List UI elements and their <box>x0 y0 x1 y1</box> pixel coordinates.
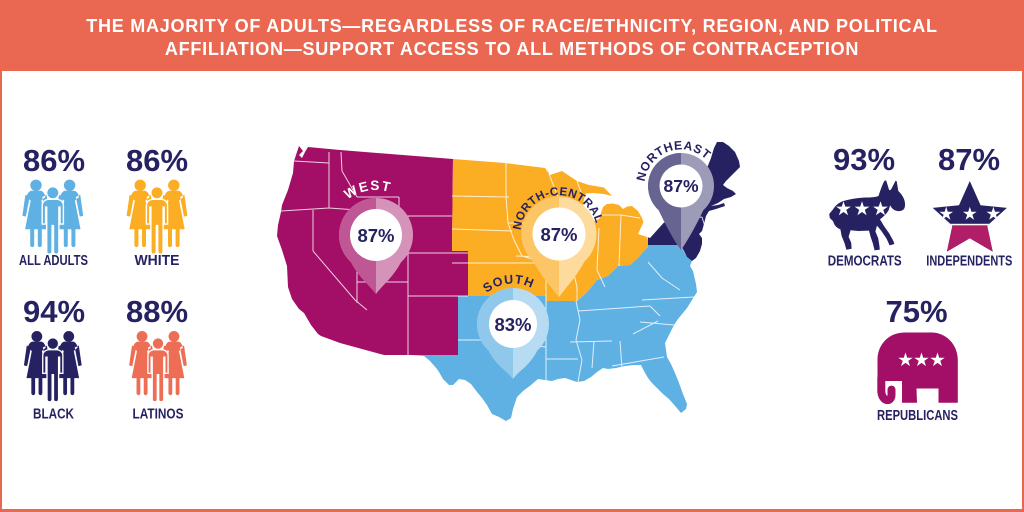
svg-text:87%: 87% <box>540 224 577 245</box>
svg-text:93%: 93% <box>833 142 895 177</box>
svg-text:BLACK: BLACK <box>33 407 74 423</box>
svg-text:REPUBLICANS: REPUBLICANS <box>877 408 958 424</box>
svg-text:86%: 86% <box>126 143 188 178</box>
svg-text:ALL ADULTS: ALL ADULTS <box>19 253 88 269</box>
svg-text:88%: 88% <box>126 294 188 329</box>
svg-text:LATINOS: LATINOS <box>133 407 184 423</box>
svg-text:WHITE: WHITE <box>135 253 180 269</box>
svg-text:94%: 94% <box>23 294 85 329</box>
svg-text:86%: 86% <box>23 143 85 178</box>
svg-text:87%: 87% <box>663 176 698 196</box>
svg-text:75%: 75% <box>885 294 947 329</box>
svg-text:DEMOCRATS: DEMOCRATS <box>828 254 902 270</box>
svg-text:83%: 83% <box>494 314 531 335</box>
svg-text:INDEPENDENTS: INDEPENDENTS <box>926 254 1012 270</box>
svg-text:87%: 87% <box>938 142 1000 177</box>
svg-text:87%: 87% <box>357 225 394 246</box>
